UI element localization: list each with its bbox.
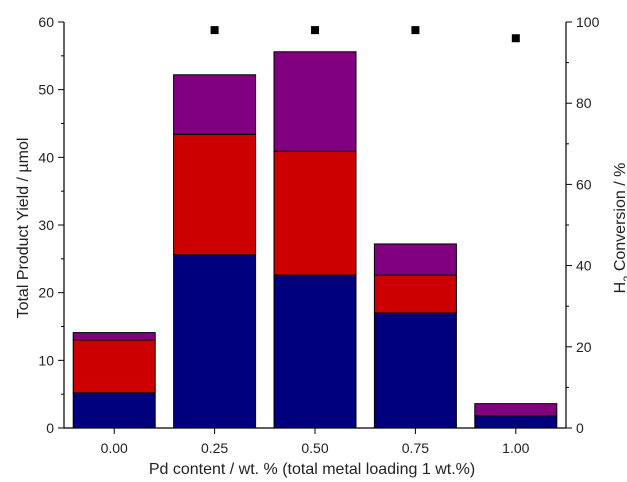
- bar-segment-3-0.75: [373, 243, 457, 276]
- bar-segment-1-0.00: [72, 392, 156, 429]
- bar-segment-3-0.25: [173, 74, 257, 135]
- bar-segment-1-1.00: [474, 415, 558, 429]
- right-tick-label-100: 100: [576, 14, 600, 30]
- left-tick-label-30: 30: [38, 217, 54, 233]
- bar-segment-2-0.75: [373, 274, 457, 314]
- y-axis-title: Total Product Yield / µmol: [15, 138, 32, 319]
- bar-segment-1-0.75: [373, 312, 457, 429]
- right-tick-label-40: 40: [576, 258, 592, 274]
- conversion-marker-1.00: [511, 34, 520, 43]
- bar-segment-3-1.00: [474, 403, 558, 417]
- x-axis-title: Pd content / wt. % (total metal loading …: [149, 461, 475, 478]
- left-tick-label-0: 0: [46, 420, 54, 436]
- y2-axis-title-rest: Conversion / %: [612, 163, 627, 276]
- bar-segment-2-0.50: [273, 150, 357, 276]
- bar-segment-2-0.00: [72, 339, 156, 394]
- right-tick-label-60: 60: [576, 176, 592, 192]
- bar-segment-1-0.25: [173, 254, 257, 429]
- conversion-marker-0.25: [210, 26, 219, 35]
- x-axis: 0.00 0.25 0.50 0.75 1.00: [101, 428, 530, 456]
- y2-axis-title-subscript: 2: [622, 276, 627, 282]
- bar-segment-2-0.25: [173, 133, 257, 256]
- right-tick-label-0: 0: [576, 420, 584, 436]
- bar-segment-1-0.50: [273, 274, 357, 429]
- bar-segment-3-0.00: [72, 332, 156, 341]
- conversion-marker-0.50: [311, 26, 319, 35]
- x-tick-label-0.25: 0.25: [201, 440, 228, 456]
- left-axis: 0 10 20 30 40 50 60: [38, 14, 64, 436]
- left-tick-label-50: 50: [38, 82, 54, 98]
- right-tick-label-80: 80: [576, 95, 592, 111]
- markers-layer: [210, 26, 520, 43]
- left-tick-label-40: 40: [38, 149, 54, 165]
- bar-segment-3-0.50: [273, 51, 357, 152]
- x-tick-label-1.00: 1.00: [502, 440, 529, 456]
- right-tick-label-20: 20: [576, 339, 592, 355]
- left-tick-label-20: 20: [38, 285, 54, 301]
- conversion-marker-0.75: [411, 26, 420, 35]
- right-axis: 0 20 40 60 80 100: [566, 14, 600, 436]
- y2-axis-title: H2 Conversion / %: [612, 163, 627, 294]
- y2-axis-title-h: H: [612, 282, 627, 294]
- bars-layer: [72, 51, 558, 429]
- left-tick-label-60: 60: [38, 14, 54, 30]
- x-tick-label-0.75: 0.75: [402, 440, 429, 456]
- left-tick-label-10: 10: [38, 352, 54, 368]
- x-tick-label-0.00: 0.00: [101, 440, 128, 456]
- x-tick-label-0.50: 0.50: [301, 440, 328, 456]
